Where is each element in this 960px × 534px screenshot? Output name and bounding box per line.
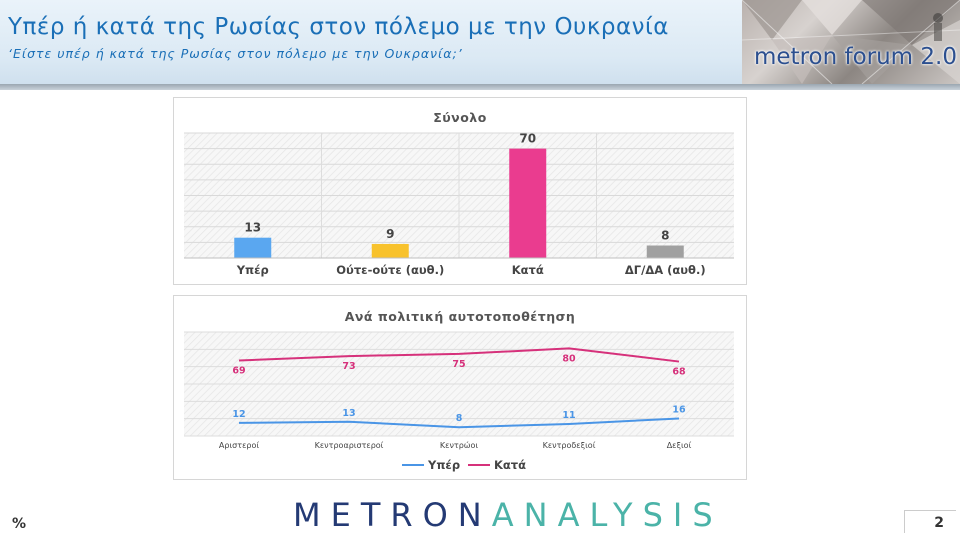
- brand-analysis: ANALYSIS: [491, 496, 723, 534]
- bar-value-label: 70: [519, 132, 536, 146]
- bar-1: [234, 237, 272, 258]
- line-data-label: 11: [562, 410, 575, 421]
- bar-2: [371, 243, 409, 258]
- page-number: 2: [904, 510, 956, 533]
- line-chart-title: Ανά πολιτική αυτοτοποθέτηση: [344, 309, 576, 324]
- percent-unit: %: [12, 516, 27, 532]
- line-chart-panel: Ανά πολιτική αυτοτοποθέτηση Αριστεροί Κεν…: [173, 295, 747, 480]
- metron-analysis-logo: METRONANALYSIS: [293, 496, 723, 534]
- bar-value-label: 9: [386, 227, 394, 241]
- line-data-label: 75: [452, 359, 465, 370]
- line-category-label: Κεντρώοι: [440, 440, 479, 450]
- line-category-label: Κεντροδεξιοί: [543, 441, 596, 450]
- page-subtitle: ‘Είστε υπέρ ή κατά της Ρωσίας στον πόλεμ…: [8, 46, 463, 61]
- bar-category-label: Ούτε-ούτε (αυθ.): [336, 263, 444, 277]
- line-data-label: 68: [672, 367, 686, 378]
- metron-forum-logo: metron forum 2.0: [742, 0, 960, 84]
- bar-chart-title: Σύνολο: [433, 110, 487, 125]
- bar-category-label: ΔΓ/ΔΑ (αυθ.): [625, 263, 706, 277]
- line-data-label: 16: [672, 404, 686, 415]
- legend-label: Υπέρ: [427, 458, 460, 472]
- line-series-kata: [238, 347, 680, 363]
- line-data-label: 8: [456, 413, 463, 424]
- logo-pattern-icon: [742, 0, 960, 84]
- line-category-label: Δεξιοί: [667, 441, 692, 450]
- line-category-label: Αριστεροί: [219, 441, 259, 450]
- line-series-yper: [238, 417, 680, 429]
- line-category-label: Κεντροαριστεροί: [315, 441, 384, 450]
- bar-value-label: 8: [661, 229, 669, 243]
- bar-value-label: 13: [244, 221, 261, 235]
- line-data-label: 13: [342, 408, 355, 419]
- line-data-label: 80: [562, 353, 576, 364]
- legend-label: Κατά: [494, 458, 526, 472]
- page-title: Υπέρ ή κατά της Ρωσίας στον πόλεμο με τη…: [8, 14, 669, 40]
- line-data-label: 69: [232, 365, 245, 376]
- brand-metron: METRON: [293, 496, 492, 534]
- bar-4: [646, 245, 684, 258]
- bar-category-label: Κατά: [512, 263, 544, 277]
- bar-chart: 13 Υπέρ 9 Ούτε-ούτε (αυθ.) 70 Κατά 8 ΔΓ/ΔΑ (αυθ…: [184, 132, 734, 277]
- line-data-label: 12: [232, 409, 245, 420]
- bar-chart-panel: Σύνολο 13 Υπέρ 9 Ούτε-ούτε (αυθ.) 70 Κατά 8 ΔΓ/…: [173, 97, 747, 285]
- bar-category-label: Υπέρ: [236, 263, 269, 277]
- header-rule: [0, 84, 960, 90]
- logo-text: metron forum 2.0: [754, 44, 957, 70]
- line-chart: Αριστεροί Κεντροαριστεροί Κεντρώοι Κεντροδε…: [184, 331, 734, 472]
- bar-3: [509, 148, 547, 258]
- line-data-label: 73: [342, 361, 355, 372]
